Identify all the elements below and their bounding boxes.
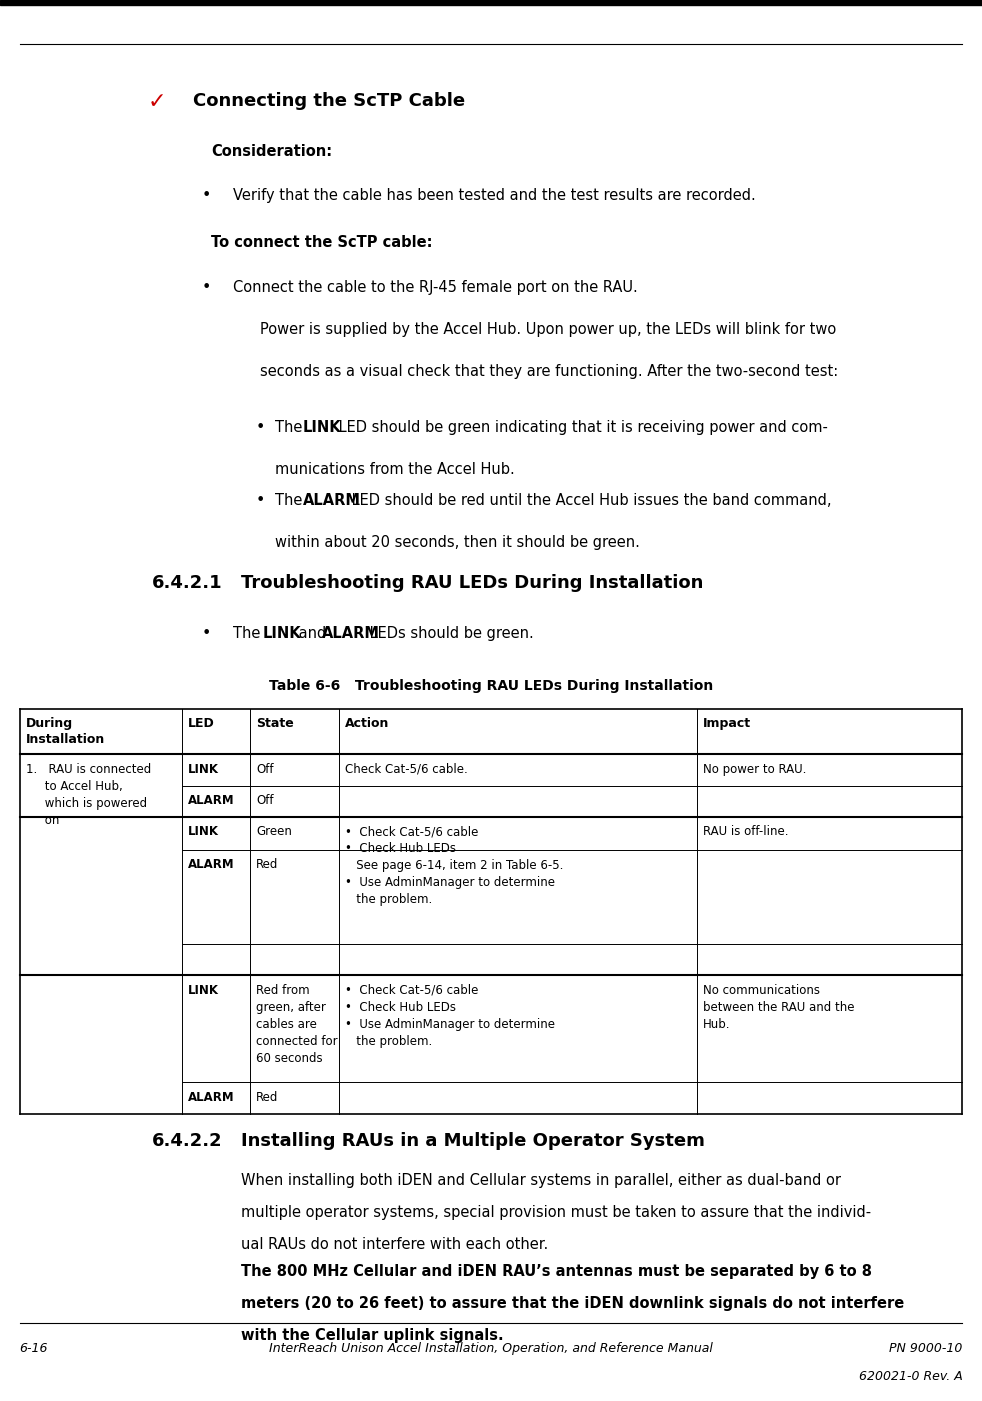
Text: meters (20 to 26 feet) to assure that the iDEN downlink signals do not interfere: meters (20 to 26 feet) to assure that th… bbox=[241, 1296, 903, 1311]
Text: When installing both iDEN and Cellular systems in parallel, either as dual-band : When installing both iDEN and Cellular s… bbox=[241, 1173, 841, 1188]
Text: •: • bbox=[201, 626, 211, 642]
Text: LINK: LINK bbox=[188, 984, 219, 998]
Text: LED should be green indicating that it is receiving power and com-: LED should be green indicating that it i… bbox=[334, 420, 828, 436]
Text: Off: Off bbox=[256, 762, 274, 776]
Text: InterReach Unison Accel Installation, Operation, and Reference Manual: InterReach Unison Accel Installation, Op… bbox=[269, 1342, 713, 1355]
Text: Power is supplied by the Accel Hub. Upon power up, the LEDs will blink for two: Power is supplied by the Accel Hub. Upon… bbox=[260, 322, 837, 338]
Text: with the Cellular uplink signals.: with the Cellular uplink signals. bbox=[241, 1328, 503, 1344]
Text: seconds as a visual check that they are functioning. After the two-second test:: seconds as a visual check that they are … bbox=[260, 364, 839, 380]
Text: •: • bbox=[201, 280, 211, 296]
Text: Check Cat-5/6 cable.: Check Cat-5/6 cable. bbox=[345, 762, 467, 776]
Text: ALARM: ALARM bbox=[302, 493, 360, 509]
Text: LED: LED bbox=[188, 717, 214, 730]
Text: Consideration:: Consideration: bbox=[211, 144, 332, 160]
Text: Red: Red bbox=[256, 1091, 279, 1104]
Text: LEDs should be green.: LEDs should be green. bbox=[365, 626, 534, 642]
Text: ALARM: ALARM bbox=[188, 794, 234, 807]
Text: During
Installation: During Installation bbox=[26, 717, 105, 747]
Text: The: The bbox=[233, 626, 265, 642]
Text: •  Check Cat-5/6 cable
•  Check Hub LEDs
   See page 6-14, item 2 in Table 6-5.
: • Check Cat-5/6 cable • Check Hub LEDs S… bbox=[345, 825, 563, 906]
Text: within about 20 seconds, then it should be green.: within about 20 seconds, then it should … bbox=[275, 535, 640, 551]
Text: No communications
between the RAU and the
Hub.: No communications between the RAU and th… bbox=[703, 984, 854, 1031]
Bar bbox=[0, 0, 982, 4]
Text: Green: Green bbox=[256, 825, 293, 838]
Text: Red from
green, after
cables are
connected for
60 seconds: Red from green, after cables are connect… bbox=[256, 984, 338, 1065]
Text: No power to RAU.: No power to RAU. bbox=[703, 762, 806, 776]
Text: LINK: LINK bbox=[302, 420, 341, 436]
Text: 6-16: 6-16 bbox=[20, 1342, 48, 1355]
Text: Connecting the ScTP Cable: Connecting the ScTP Cable bbox=[193, 92, 465, 111]
Text: Off: Off bbox=[256, 794, 274, 807]
Text: Installing RAUs in a Multiple Operator System: Installing RAUs in a Multiple Operator S… bbox=[241, 1132, 704, 1150]
Text: 6.4.2.2: 6.4.2.2 bbox=[152, 1132, 223, 1150]
Text: Troubleshooting RAU LEDs During Installation: Troubleshooting RAU LEDs During Installa… bbox=[241, 574, 703, 593]
Text: 6.4.2.1: 6.4.2.1 bbox=[152, 574, 223, 593]
Text: 620021-0 Rev. A: 620021-0 Rev. A bbox=[858, 1370, 962, 1383]
Text: 1.   RAU is connected
     to Accel Hub,
     which is powered
     on: 1. RAU is connected to Accel Hub, which … bbox=[26, 762, 151, 827]
Text: ual RAUs do not interfere with each other.: ual RAUs do not interfere with each othe… bbox=[241, 1237, 548, 1252]
Text: and: and bbox=[294, 626, 331, 642]
Text: Red: Red bbox=[256, 859, 279, 871]
Text: LINK: LINK bbox=[262, 626, 300, 642]
Text: Action: Action bbox=[345, 717, 389, 730]
Text: ALARM: ALARM bbox=[188, 859, 234, 871]
Text: LINK: LINK bbox=[188, 825, 219, 838]
Text: ALARM: ALARM bbox=[188, 1091, 234, 1104]
Text: Connect the cable to the RJ-45 female port on the RAU.: Connect the cable to the RJ-45 female po… bbox=[233, 280, 637, 296]
Text: multiple operator systems, special provision must be taken to assure that the in: multiple operator systems, special provi… bbox=[241, 1205, 871, 1220]
Text: PN 9000-10: PN 9000-10 bbox=[889, 1342, 962, 1355]
Text: •: • bbox=[255, 493, 265, 509]
Text: To connect the ScTP cable:: To connect the ScTP cable: bbox=[211, 235, 433, 251]
Text: State: State bbox=[256, 717, 294, 730]
Text: Table 6-6   Troubleshooting RAU LEDs During Installation: Table 6-6 Troubleshooting RAU LEDs Durin… bbox=[269, 679, 713, 693]
Text: •  Check Cat-5/6 cable
•  Check Hub LEDs
•  Use AdminManager to determine
   the: • Check Cat-5/6 cable • Check Hub LEDs •… bbox=[345, 984, 555, 1048]
Text: •: • bbox=[201, 188, 211, 203]
Text: LED should be red until the Accel Hub issues the band command,: LED should be red until the Accel Hub is… bbox=[347, 493, 831, 509]
Text: munications from the Accel Hub.: munications from the Accel Hub. bbox=[275, 462, 515, 478]
Text: The 800 MHz Cellular and iDEN RAU’s antennas must be separated by 6 to 8: The 800 MHz Cellular and iDEN RAU’s ante… bbox=[241, 1264, 872, 1279]
Text: •: • bbox=[255, 420, 265, 436]
Text: ALARM: ALARM bbox=[322, 626, 380, 642]
Text: Verify that the cable has been tested and the test results are recorded.: Verify that the cable has been tested an… bbox=[233, 188, 755, 203]
Text: LINK: LINK bbox=[188, 762, 219, 776]
Text: The: The bbox=[275, 493, 307, 509]
Text: The: The bbox=[275, 420, 307, 436]
Text: Impact: Impact bbox=[703, 717, 751, 730]
Text: RAU is off-line.: RAU is off-line. bbox=[703, 825, 789, 838]
Text: ✓: ✓ bbox=[147, 92, 166, 112]
